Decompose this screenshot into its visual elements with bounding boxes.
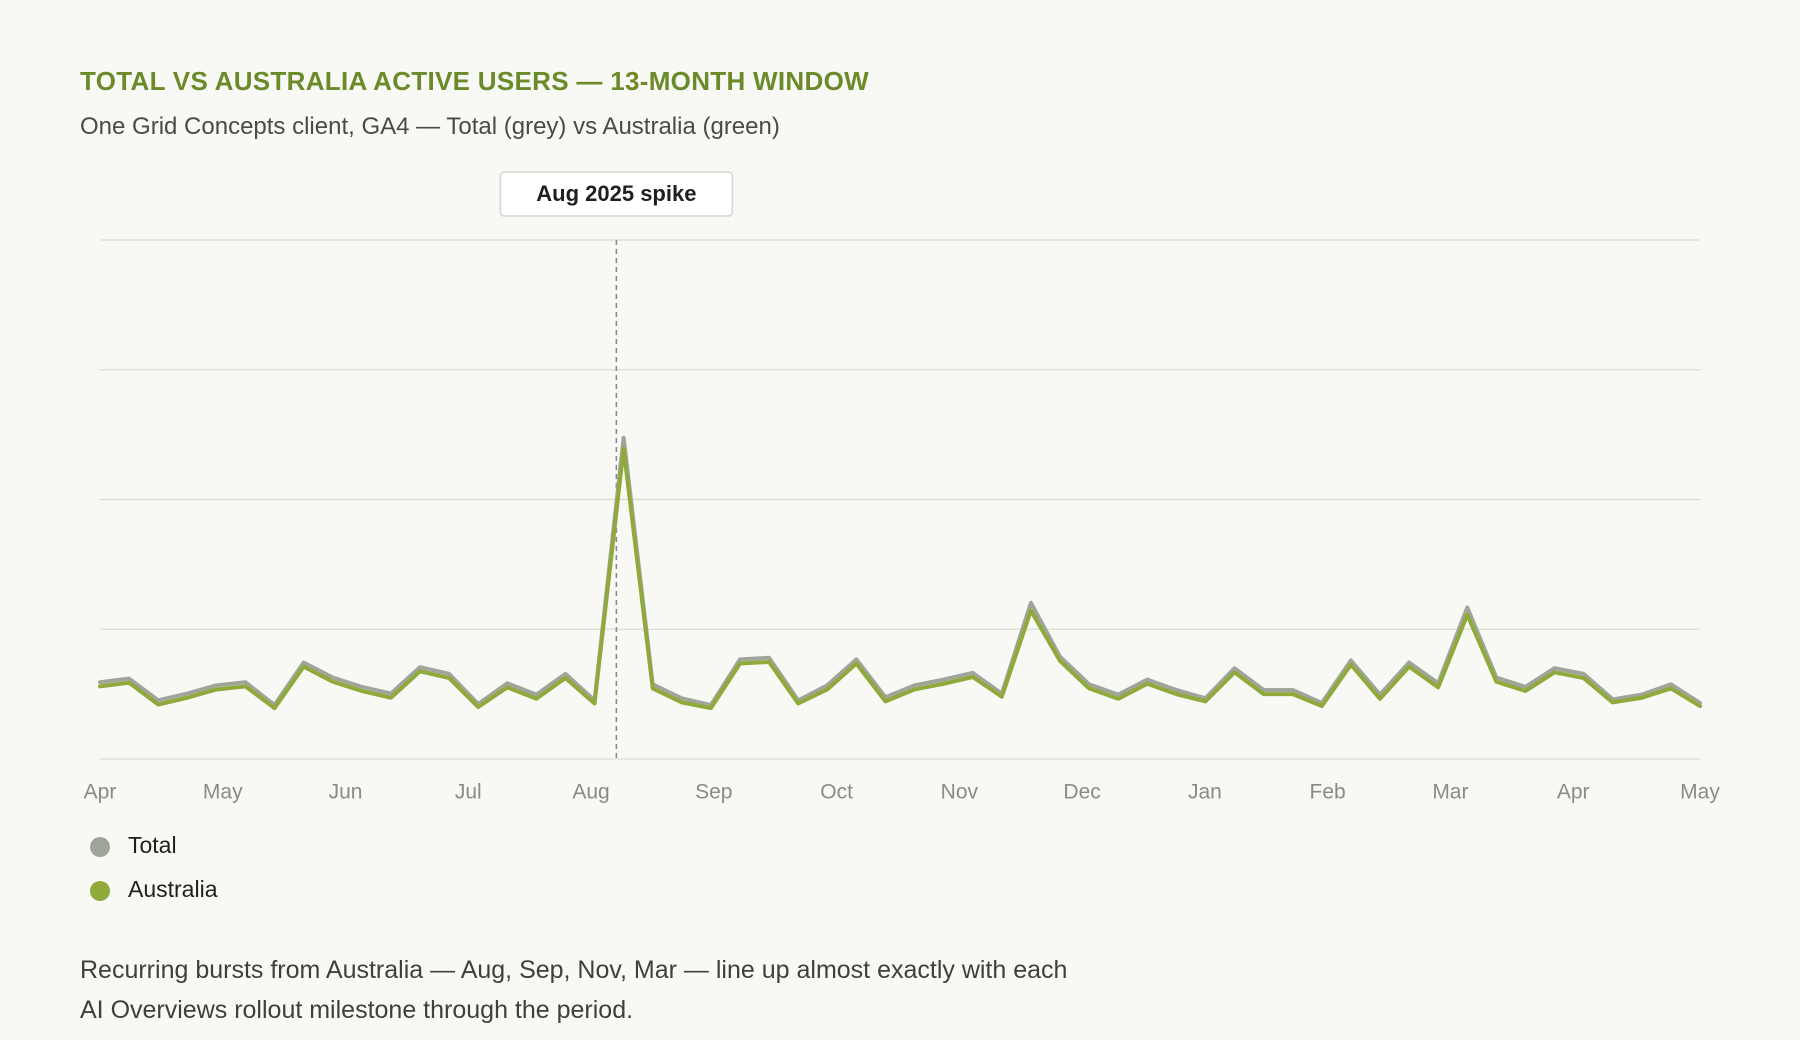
x-tick-label: May bbox=[203, 781, 243, 804]
x-tick-label: May bbox=[1680, 781, 1720, 804]
chart-subtitle: One Grid Concepts client, GA4 — Total (g… bbox=[80, 113, 780, 140]
chart: Apr May Jun Jul Aug Sep Oct Nov Dec Jan Feb Mar Apr M… bbox=[84, 171, 1720, 902]
x-tick-label: Jan bbox=[1188, 781, 1222, 804]
legend-swatch bbox=[90, 881, 110, 901]
x-tick-label: Sep bbox=[695, 781, 732, 804]
x-tick-label: Apr bbox=[1557, 781, 1590, 804]
x-tick-label: Feb bbox=[1310, 781, 1346, 804]
x-tick-label: Aug bbox=[572, 781, 609, 804]
legend-label: Total bbox=[128, 832, 177, 858]
series-line bbox=[98, 446, 1702, 711]
x-tick-label: Mar bbox=[1432, 781, 1468, 804]
annotation-label: Aug 2025 spike bbox=[536, 181, 696, 206]
x-tick-label: Oct bbox=[820, 781, 853, 804]
x-tick-label: Jul bbox=[455, 781, 482, 804]
x-tick-label: Apr bbox=[84, 781, 117, 804]
annotation-box bbox=[499, 171, 734, 217]
x-tick-label: Dec bbox=[1063, 781, 1100, 804]
x-tick-label: Jun bbox=[329, 781, 363, 804]
series-line bbox=[98, 435, 1702, 708]
chart-note: Recurring bursts from Australia — Aug, S… bbox=[80, 956, 1068, 1024]
legend-swatch bbox=[90, 837, 110, 857]
legend-label: Australia bbox=[128, 876, 218, 902]
chart-title: TOTAL VS AUSTRALIA ACTIVE USERS — 13-MON… bbox=[80, 66, 869, 96]
x-tick-label: Nov bbox=[941, 781, 979, 804]
